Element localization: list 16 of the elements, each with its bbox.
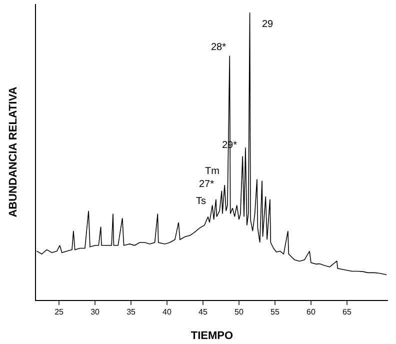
x-tick-label: 55 [270,308,280,317]
x-tick-label: 30 [90,308,100,317]
x-tick-label: 50 [234,308,244,317]
annotation: 28* [211,42,226,53]
annotation: Ts [196,196,206,207]
x-tick-label: 25 [54,308,64,317]
annotation: 27* [199,179,214,190]
x-tick-label: 60 [306,308,316,317]
x-tick-label: 40 [162,308,172,317]
x-tick-label: 45 [198,308,208,317]
y-axis-title: ABUNDANCIA RELATIVA [8,86,20,218]
x-axis-title: TIEMPO [190,330,234,342]
x-tick-label: 65 [342,308,352,317]
x-tick-label: 35 [126,308,136,317]
annotation: Tm [205,166,220,177]
annotation: 29 [262,19,274,30]
